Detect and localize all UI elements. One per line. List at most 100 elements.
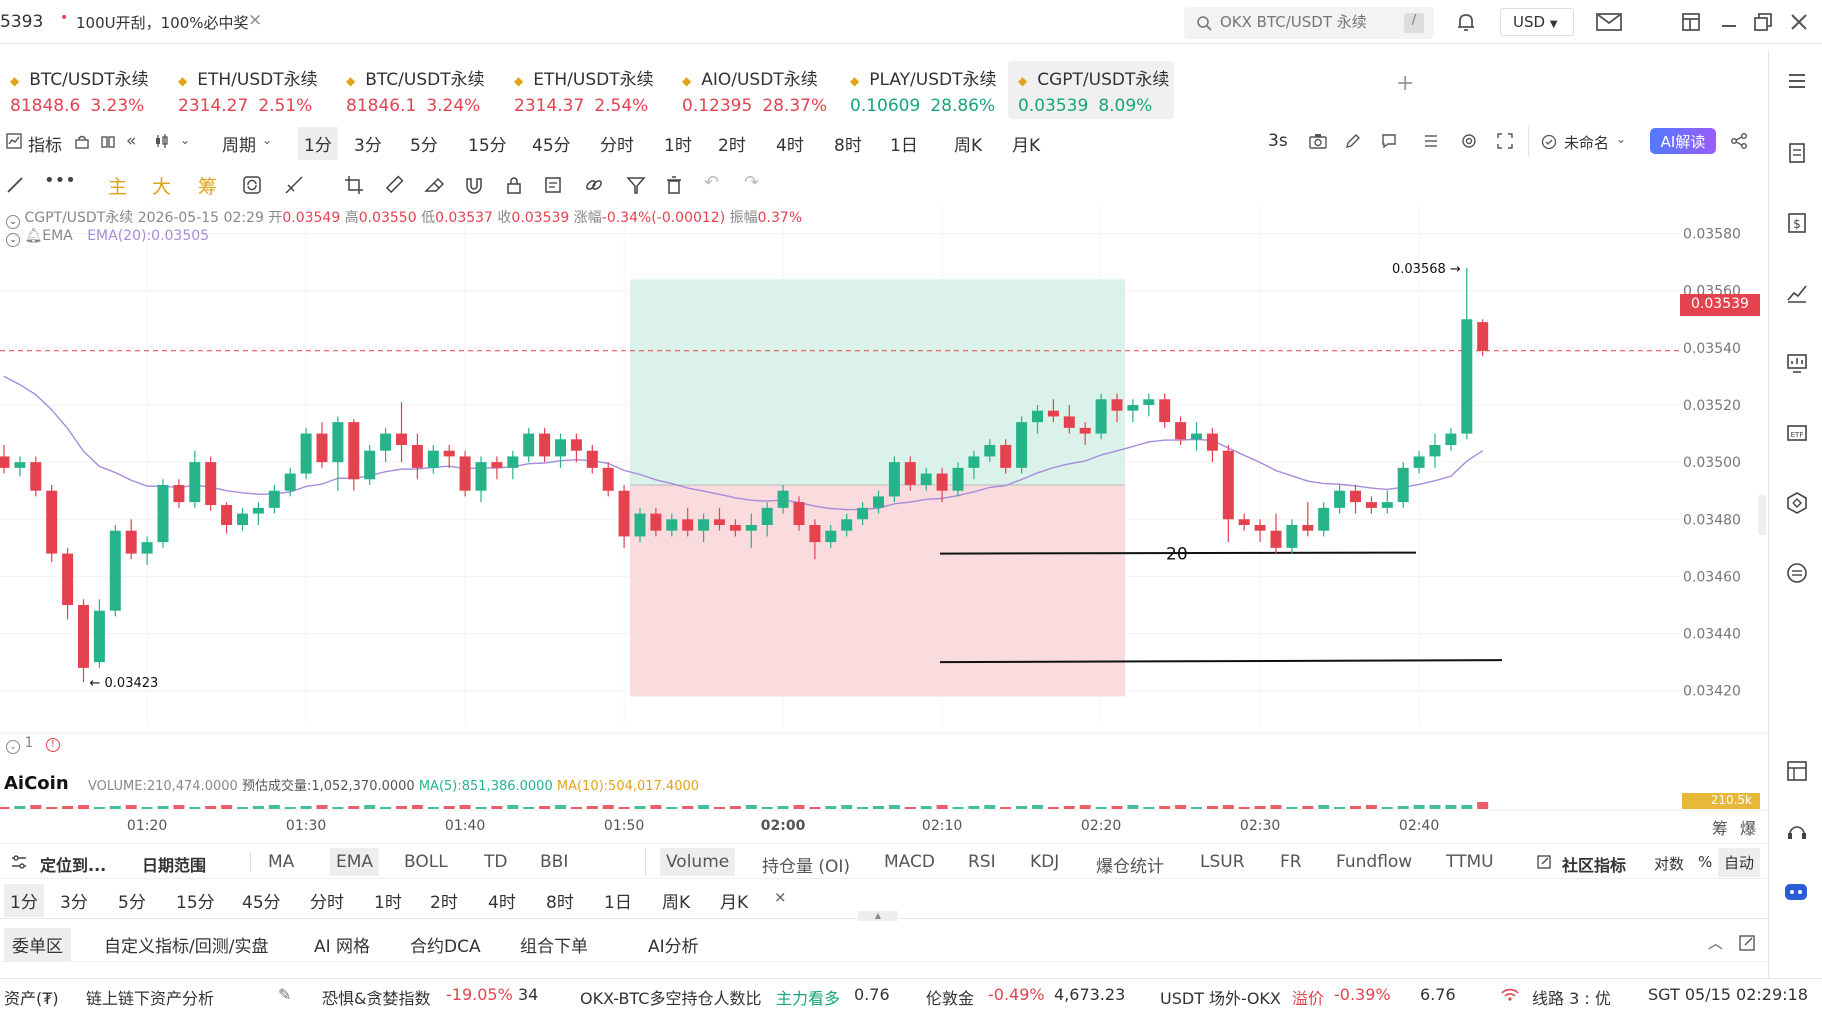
link-icon[interactable] xyxy=(584,175,604,195)
settings-icon[interactable] xyxy=(1460,132,1478,150)
ticker-item[interactable]: ◆ ETH/USDT永续 2314.37 2.54% xyxy=(504,61,664,119)
drawn-annotation[interactable]: 20 xyxy=(1166,545,1188,565)
chevron-down-icon[interactable]: ⌄ xyxy=(262,133,273,147)
sub-indicator-tab[interactable]: LSUR xyxy=(1200,852,1245,872)
main-indicator-tab[interactable]: BOLL xyxy=(404,852,448,872)
collapse-icon[interactable]: ⌄ xyxy=(6,233,20,247)
candlestick-chart[interactable]: 0.035800.035600.035400.035200.035000.034… xyxy=(0,205,1768,845)
grid-layout-icon[interactable] xyxy=(100,135,116,149)
collapse-icon[interactable]: ⌄ xyxy=(6,215,20,229)
ruler-icon[interactable] xyxy=(384,175,404,195)
chevron-down-icon[interactable]: ⌄ xyxy=(180,133,191,147)
measure-icon[interactable] xyxy=(284,175,304,195)
bot-icon[interactable] xyxy=(1782,880,1810,904)
locate-button[interactable]: 定位到... xyxy=(40,856,107,875)
interval-tab[interactable]: 15分 xyxy=(468,136,507,156)
main-indicator-tab[interactable]: MA xyxy=(268,852,295,872)
log-scale-toggle[interactable]: 对数 xyxy=(1654,855,1685,873)
currency-select[interactable]: USD ▼ xyxy=(1500,8,1574,36)
chips-axis-label[interactable]: 筹 xyxy=(1712,819,1729,838)
search-box[interactable]: / xyxy=(1184,7,1434,39)
main-indicator-tab[interactable]: TD xyxy=(484,852,508,872)
close-intervals-icon[interactable]: × xyxy=(774,888,787,906)
interval-tab[interactable]: 1分 xyxy=(298,127,338,160)
share-icon[interactable] xyxy=(1730,132,1748,150)
period-button[interactable]: 周期 xyxy=(222,136,256,156)
panel-tab[interactable]: AI分析 xyxy=(648,937,699,957)
lock-icon[interactable] xyxy=(504,175,524,195)
camera-icon[interactable] xyxy=(1308,132,1328,150)
ai-interpret-button[interactable]: AI解读 xyxy=(1650,128,1716,154)
ticker-item[interactable]: ◆ PLAY/USDT永续 0.10609 28.86% xyxy=(840,61,1000,119)
lock-chart-icon[interactable] xyxy=(74,135,90,149)
indicator-button[interactable]: 指标 xyxy=(28,136,62,156)
sub-indicator-tab[interactable]: RSI xyxy=(968,852,996,872)
undo-icon[interactable]: ↶ xyxy=(704,172,720,193)
magnet-icon[interactable] xyxy=(464,175,484,195)
panel-tab[interactable]: 自定义指标/回测/实盘 xyxy=(104,937,269,957)
interval-tab[interactable]: 1分 xyxy=(4,884,44,917)
hex-icon[interactable] xyxy=(1786,492,1808,514)
panel-tab[interactable]: AI 网格 xyxy=(314,937,371,957)
eraser-icon[interactable] xyxy=(424,175,444,195)
interval-tab[interactable]: 1时 xyxy=(664,136,692,156)
mail-icon[interactable] xyxy=(1595,11,1623,33)
support-icon[interactable] xyxy=(1786,822,1808,844)
sub-indicator-tab[interactable]: FR xyxy=(1280,852,1302,872)
interval-tab[interactable]: 8时 xyxy=(834,136,862,156)
community-indicators-button[interactable]: 社区指标 xyxy=(1562,856,1627,875)
ticker-item[interactable]: ◆ AIO/USDT永续 0.12395 28.37% xyxy=(672,61,832,119)
sub-indicator-tab[interactable]: 持仓量 (OI) xyxy=(762,857,851,877)
candle-type-icon[interactable] xyxy=(154,133,172,149)
panel-tab[interactable]: 合约DCA xyxy=(410,937,481,957)
interval-tab[interactable]: 2时 xyxy=(430,893,458,913)
sub-indicator-tab[interactable]: MACD xyxy=(884,852,935,872)
trendline-icon[interactable] xyxy=(6,176,24,194)
fullscreen-icon[interactable] xyxy=(1496,132,1514,150)
rewind-icon[interactable]: « xyxy=(126,131,137,151)
layout-panel-icon[interactable] xyxy=(1786,760,1808,782)
panel-tab[interactable]: 委单区 xyxy=(4,928,71,961)
promo-tab[interactable]: 100U开刮，100%必中奖 xyxy=(76,14,249,32)
minimize-icon[interactable] xyxy=(1718,11,1740,33)
layout-name[interactable]: 未命名 xyxy=(1564,134,1610,152)
panel-tab[interactable]: 组合下单 xyxy=(520,937,588,957)
document-icon[interactable] xyxy=(1786,142,1808,164)
big-order-button[interactable]: 大 xyxy=(152,176,172,198)
note-icon[interactable] xyxy=(544,175,564,195)
close-window-icon[interactable] xyxy=(1788,11,1810,33)
onchain-analysis-link[interactable]: 链上链下资产分析 xyxy=(86,989,215,1008)
dollar-icon[interactable]: $ xyxy=(1786,212,1808,234)
collapse-sidebar-handle[interactable] xyxy=(1758,495,1766,535)
trend-chart-icon[interactable] xyxy=(1786,282,1808,304)
comment-icon[interactable] xyxy=(1380,132,1398,150)
assets-label[interactable]: 资产(₮) xyxy=(4,989,59,1008)
interval-tab[interactable]: 3分 xyxy=(60,893,88,913)
interval-tab[interactable]: 1日 xyxy=(604,893,632,913)
auto-scale-toggle[interactable]: 自动 xyxy=(1718,848,1761,877)
chips-button[interactable]: 筹 xyxy=(198,176,218,198)
date-range-button[interactable]: 日期范围 xyxy=(142,856,207,875)
interval-tab[interactable]: 周K xyxy=(662,893,691,913)
interval-tab[interactable]: 45分 xyxy=(532,136,571,156)
interval-tab[interactable]: 月K xyxy=(1012,136,1041,156)
drawn-hline[interactable] xyxy=(939,659,1503,664)
chevron-up-icon[interactable]: ︿ xyxy=(1708,934,1724,952)
crop-icon[interactable] xyxy=(344,175,364,195)
layout-icon[interactable] xyxy=(1680,11,1702,33)
chevron-down-icon[interactable]: ⌄ xyxy=(1616,132,1627,146)
pen-icon[interactable] xyxy=(1344,132,1362,150)
exchange-icon[interactable] xyxy=(1786,562,1808,584)
take-profit-zone[interactable] xyxy=(630,279,1125,485)
interval-tab[interactable]: 15分 xyxy=(176,893,215,913)
bell-icon[interactable]: 🔔︎ xyxy=(24,228,43,244)
interval-tab[interactable]: 1日 xyxy=(890,136,918,156)
sub-indicator-tab[interactable]: KDJ xyxy=(1030,852,1060,872)
ticker-item[interactable]: ◆ ETH/USDT永续 2314.27 2.51% xyxy=(168,61,328,119)
sub-indicator-tab[interactable]: Volume xyxy=(660,848,736,876)
ticker-item[interactable]: ◆ CGPT/USDT永续 0.03539 8.09% xyxy=(1008,61,1174,119)
sync-icon[interactable] xyxy=(242,175,262,195)
line-status[interactable]: 线路 3 : 优 xyxy=(1532,989,1611,1008)
sub-indicator-tab[interactable]: Fundflow xyxy=(1336,852,1413,872)
sub-indicator-tab[interactable]: TTMU xyxy=(1446,852,1494,872)
